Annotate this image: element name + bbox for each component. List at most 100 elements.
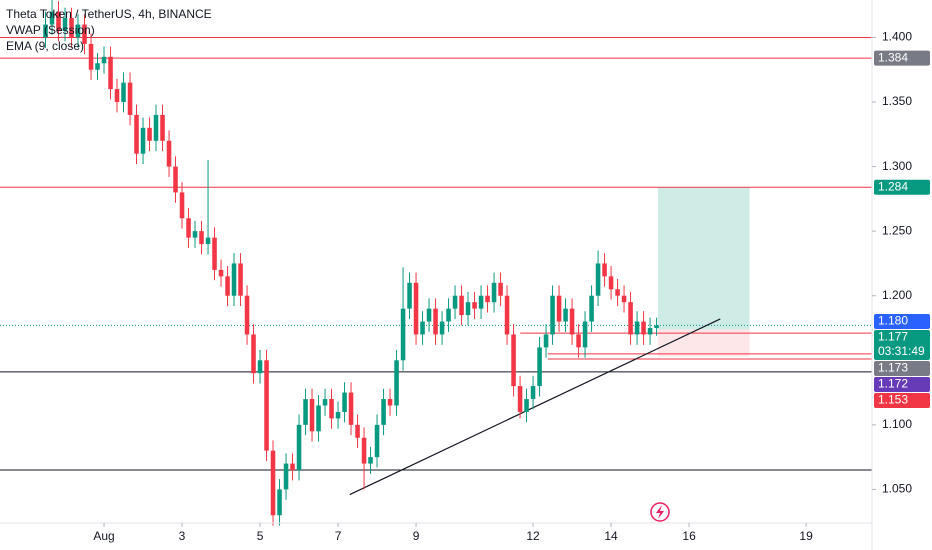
candle-body	[121, 82, 126, 103]
candle-body	[166, 140, 172, 167]
candle-body	[218, 269, 224, 277]
candle-body	[173, 166, 178, 193]
candle-body	[322, 399, 328, 406]
candle-body	[290, 463, 295, 471]
candle-body	[199, 231, 204, 245]
candle-body	[49, 11, 55, 25]
candle-body	[478, 295, 484, 309]
candle-body	[186, 218, 191, 238]
candle-body	[238, 263, 243, 296]
candle-body	[517, 386, 523, 412]
candle-body	[43, 24, 48, 38]
y-tick-label: 1.250	[882, 223, 912, 237]
candle-body	[433, 308, 438, 335]
candle-body	[225, 276, 230, 296]
candle-body	[511, 334, 516, 387]
candle-body	[576, 334, 581, 348]
candle-body	[69, 18, 74, 38]
candle-body	[569, 308, 575, 335]
target-zone	[657, 187, 750, 330]
price-tag-label: 1.384	[878, 50, 908, 64]
price-tag	[874, 393, 930, 409]
x-tick-label: 7	[335, 529, 342, 543]
candle-body	[498, 282, 503, 296]
x-tick-label: 12	[526, 529, 540, 543]
candle-body	[634, 321, 640, 335]
y-tick-label: 1.300	[882, 159, 912, 173]
candle-body	[439, 321, 445, 335]
price-tag	[874, 50, 930, 66]
trend-line	[349, 318, 721, 496]
candle-body	[452, 295, 458, 309]
candle-body	[465, 302, 471, 316]
candle-body	[628, 302, 633, 335]
alert-icon[interactable]	[650, 502, 670, 522]
candle-body	[62, 18, 68, 31]
candle-body	[303, 399, 308, 425]
candle-body	[374, 424, 380, 458]
candle-body	[244, 295, 250, 335]
candle-body	[361, 437, 367, 464]
x-tick-label: 5	[257, 529, 264, 543]
price-tag	[874, 314, 930, 330]
candle-body	[257, 360, 263, 374]
y-tick-label: 1.200	[882, 288, 912, 302]
candle-body	[108, 56, 113, 90]
candle-body	[394, 360, 399, 406]
y-tick-label: 1.050	[882, 482, 912, 496]
candle-body	[192, 231, 198, 238]
candle-body	[56, 11, 61, 31]
chart-title: Theta Token / TetherUS, 4h, BINANCE	[6, 7, 212, 21]
candle-body	[277, 489, 282, 516]
candle-body	[348, 392, 354, 425]
candle-body	[550, 295, 555, 335]
candle-body	[413, 282, 419, 335]
price-tag-label: 1.172	[878, 377, 908, 391]
y-tick-label: 1.100	[882, 417, 912, 431]
candle-body	[231, 263, 237, 296]
candle-body	[309, 399, 315, 432]
candle-body	[504, 295, 510, 335]
candle-body	[160, 114, 165, 141]
plot-area	[0, 0, 872, 526]
candle-body	[381, 399, 386, 425]
candle-body	[153, 114, 159, 141]
price-tag	[874, 377, 930, 393]
stop-zone	[657, 329, 750, 357]
candle-body	[101, 56, 107, 64]
x-tick-label: 14	[604, 529, 618, 543]
candle-body	[283, 463, 289, 490]
price-tag-label: 1.284	[878, 179, 908, 193]
candle-body	[582, 321, 588, 348]
candle-body	[459, 295, 464, 316]
candle-body	[491, 282, 497, 303]
candle-body	[342, 392, 347, 412]
candle-body	[602, 263, 607, 277]
candle-body	[420, 321, 425, 335]
price-tag-label: 1.153	[878, 393, 908, 407]
x-tick-label: 9	[413, 529, 420, 543]
candle-body	[608, 276, 614, 290]
y-tick-label: 1.400	[882, 30, 912, 44]
candle-body	[530, 386, 536, 400]
candle-body	[270, 450, 276, 516]
candle-body	[647, 328, 653, 335]
legend: Theta Token / TetherUS, 4h, BINANCE VWAP…	[6, 7, 212, 53]
candle-body	[296, 424, 302, 471]
candle-body	[82, 24, 87, 44]
x-tick-label: 3	[179, 529, 186, 543]
price-tag-label: 1.173	[878, 361, 908, 375]
candle-body	[595, 263, 601, 296]
candle-body	[147, 127, 152, 141]
candle-body	[537, 347, 542, 387]
candle-body	[615, 289, 620, 296]
price-axis: 1.400 1.350 1.300 1.250 1.200 1.100 1.050 1.384…	[872, 30, 930, 496]
candle-body	[621, 295, 627, 303]
candle-body	[95, 63, 100, 70]
candle-body	[205, 237, 211, 245]
candle-body	[563, 308, 568, 322]
candle-body	[485, 295, 490, 303]
x-tick-label: Aug	[93, 529, 114, 543]
price-tag	[874, 330, 930, 361]
candle-body	[264, 360, 269, 451]
